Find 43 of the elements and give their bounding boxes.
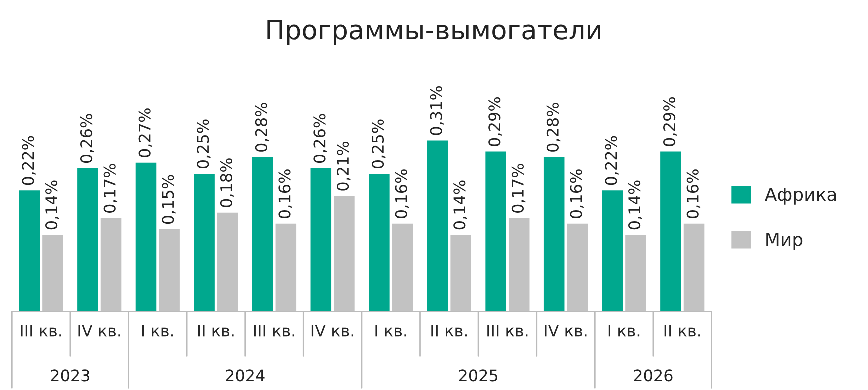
text: 2023 [51,370,90,382]
data-label: 0,16% [278,170,292,218]
data-label: 0,28% [255,103,270,152]
data-label: 0,28% [546,103,561,152]
text: 2025 [459,370,498,382]
x-tick-label: II кв. [432,324,467,337]
data-label: 0,29% [488,98,502,146]
data-label: 0,14% [454,180,468,230]
data-label: 0,25% [372,120,386,169]
data-label: 0,22% [605,136,619,186]
legend-label: Африка [764,188,836,205]
x-tick-label: IV кв. [545,324,587,337]
data-label: 0,16% [395,170,410,218]
data-label: 0,22% [22,136,36,186]
data-label: 0,14% [628,180,642,230]
data-label: 0,31% [430,86,444,136]
data-label: 0,16% [686,170,701,218]
text: 2026 [634,370,673,382]
x-tick-label: I кв. [142,324,174,337]
data-label: 0,25% [197,120,211,169]
data-label: 0,26% [314,114,328,164]
x-tick-label: II кв. [198,324,234,337]
data-label: 0,14% [46,180,60,230]
data-label: 0,16% [570,170,584,218]
x-tick-label: I кв. [376,324,406,337]
data-label: 0,26% [80,114,94,164]
data-label: 0,21% [337,142,351,191]
x-tick-label: III кв. [488,324,528,337]
x-tick-label: IV кв. [78,324,120,337]
text: 2024 [226,370,265,382]
data-label: 0,17% [512,164,526,213]
x-tick-label: III кв. [21,324,62,337]
x-tick-label: III кв. [254,324,294,337]
chart-title: Программы-вымогатели [268,20,600,46]
x-tick-label: II кв. [664,324,700,337]
data-label: 0,15% [162,175,176,224]
data-label: 0,29% [664,98,678,146]
x-tick-label: I кв. [608,324,640,337]
legend-label: Мир [766,233,803,250]
x-tick-label: IV кв. [312,324,354,337]
data-label: 0,18% [220,158,234,208]
data-label: 0,17% [104,164,118,213]
data-label: 0,27% [138,108,153,158]
